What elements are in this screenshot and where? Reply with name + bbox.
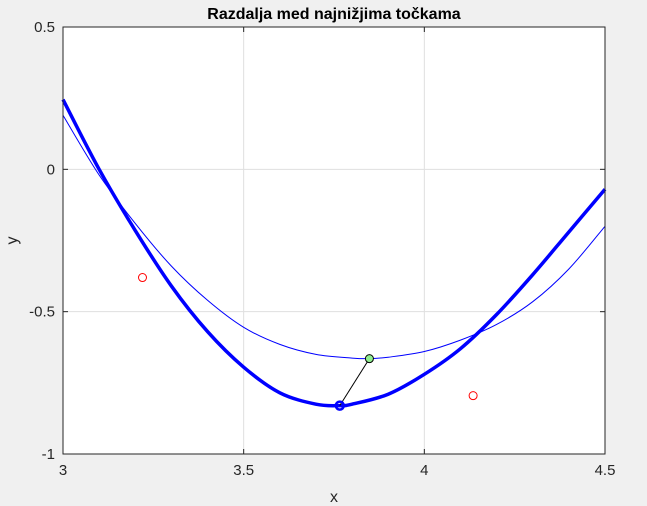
thick-curve-series: [61, 98, 607, 408]
axes-box: [62, 26, 606, 455]
y-tick-label: 0: [47, 161, 55, 178]
data-point: [137, 273, 147, 283]
minimum-point-thick-curve: [334, 400, 346, 411]
y-tick-label: -1: [42, 446, 55, 463]
thin-curve-series: [62, 114, 606, 360]
minimum-point-thin-curve: [364, 354, 374, 364]
minimum-connector-line: [339, 358, 370, 406]
x-tick-label: 4: [420, 462, 428, 479]
chart-title: Razdalja med najnižjima točkama: [207, 6, 461, 23]
tick-labels: 3 3.5 4 4.5 -1 -0.5 0 0.5: [29, 19, 615, 479]
y-tick-label: 0.5: [34, 19, 55, 36]
x-tick-label: 3.5: [233, 462, 254, 479]
axes-background: [63, 27, 605, 454]
x-tick-label: 3: [59, 462, 67, 479]
x-tick-label: 4.5: [595, 462, 616, 479]
x-axis-label: x: [330, 489, 338, 506]
data-point: [468, 391, 478, 401]
data-curves: [61, 98, 607, 408]
data-markers: [137, 273, 478, 411]
y-tick-label: -0.5: [29, 304, 55, 321]
y-axis-label: y: [4, 237, 21, 245]
